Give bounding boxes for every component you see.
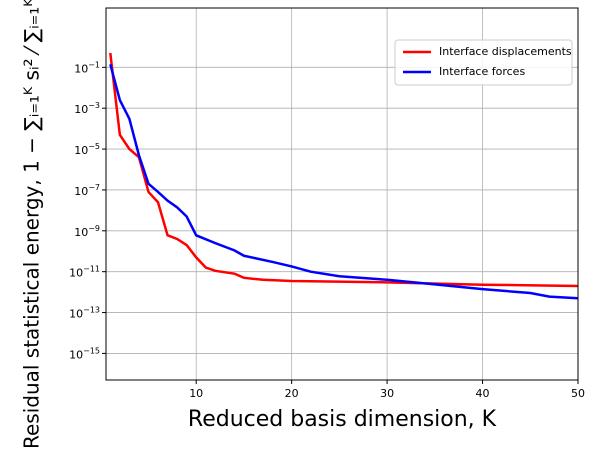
x-tick-label: 20 [285, 387, 299, 400]
y-tick-label: 10−7 [74, 182, 100, 198]
y-tick-label: 10−11 [69, 264, 100, 280]
y-tick-label: 10−5 [74, 142, 100, 158]
series-line [109, 52, 578, 288]
y-tick-label: 10−15 [69, 346, 100, 362]
y-tick-label: 10−9 [74, 223, 100, 239]
plot-frame [105, 7, 579, 381]
legend-label: Interface forces [439, 65, 525, 78]
legend-label: Interface displacements [439, 45, 572, 58]
x-axis-label: Reduced basis dimension, K [188, 407, 497, 432]
x-tick-label: 10 [189, 387, 203, 400]
series-line [109, 64, 578, 300]
x-tick-label: 50 [571, 387, 585, 400]
y-tick-label: 10−1 [74, 60, 100, 76]
x-tick-label: 30 [380, 387, 394, 400]
y-axis-label: Residual statistical energy, 1 − ∑ᵢ₌₁ᴷ s… [20, 0, 44, 449]
x-tick-label: 40 [476, 387, 490, 400]
y-tick-label: 10−13 [69, 305, 100, 321]
y-tick-label: 10−3 [74, 101, 100, 117]
legend-box [394, 39, 573, 86]
